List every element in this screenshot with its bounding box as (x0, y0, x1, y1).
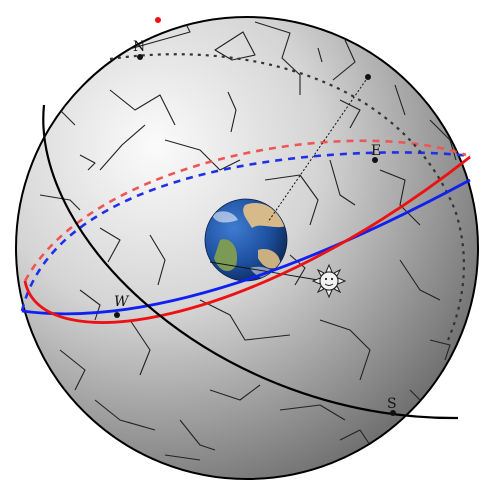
label-east: E (371, 143, 381, 159)
far-side-arcs (20, 53, 471, 341)
sun-direction-line (209, 261, 319, 281)
west-point (114, 312, 120, 318)
sun-face-icon (311, 263, 347, 299)
ecliptic (23, 155, 471, 324)
meridian (42, 104, 459, 420)
pointer-lines (209, 76, 369, 281)
near-side-arcs (21, 104, 471, 420)
label-south: S (387, 396, 397, 412)
earth-icon (204, 198, 288, 282)
south-point (390, 410, 396, 416)
label-west: W (114, 294, 130, 310)
polar-axis-line (267, 76, 369, 223)
celestial-pole-point (365, 74, 371, 80)
constellation-lines (39, 21, 457, 461)
celestial-equator (21, 178, 471, 316)
horizon-far-arc (109, 53, 466, 341)
ecliptic-pole-point (155, 17, 161, 23)
sphere-points (114, 17, 396, 416)
north-point (137, 54, 143, 60)
east-point (372, 157, 378, 163)
label-north: N (133, 39, 145, 55)
cardinal-labels: N E S W (114, 39, 397, 412)
